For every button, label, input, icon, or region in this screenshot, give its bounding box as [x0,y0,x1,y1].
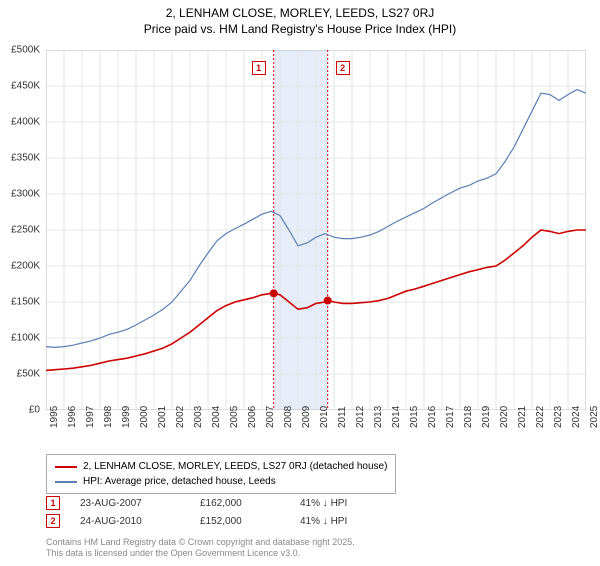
x-tick-label: 2001 [157,406,168,428]
x-tick-label: 2010 [319,406,330,428]
x-tick-label: 2002 [175,406,186,428]
chart-svg [46,50,586,410]
legend-swatch [55,481,77,483]
y-tick-label: £250K [11,225,40,236]
x-tick-label: 2009 [301,406,312,428]
y-tick-label: £200K [11,261,40,272]
x-tick-label: 2023 [553,406,564,428]
attribution-line-1: Contains HM Land Registry data © Crown c… [46,537,355,549]
x-tick-label: 2020 [499,406,510,428]
x-tick-label: 1998 [103,406,114,428]
sale-row: 2 24-AUG-2010 £152,000 41% ↓ HPI [46,512,380,530]
y-tick-label: £300K [11,189,40,200]
x-tick-label: 2012 [355,406,366,428]
chart-title: 2, LENHAM CLOSE, MORLEY, LEEDS, LS27 0RJ [0,6,600,20]
x-tick-label: 2019 [481,406,492,428]
y-tick-label: £100K [11,333,40,344]
x-tick-label: 2005 [229,406,240,428]
sales-table: 1 23-AUG-2007 £162,000 41% ↓ HPI 2 24-AUG-201… [46,494,380,530]
legend-label: HPI: Average price, detached house, Leed… [83,474,276,489]
x-tick-label: 2000 [139,406,150,428]
chart-subtitle: Price paid vs. HM Land Registry's House … [0,22,600,36]
sale-pct: 41% ↓ HPI [300,516,380,527]
sale-date: 24-AUG-2010 [80,516,180,527]
y-axis-labels: £0£50K£100K£150K£200K£250K£300K£350K£400… [0,50,44,410]
chart-marker-label-2: 2 [336,61,350,75]
sale-pct: 41% ↓ HPI [300,498,380,509]
sale-row: 1 23-AUG-2007 £162,000 41% ↓ HPI [46,494,380,512]
x-tick-label: 2014 [391,406,402,428]
y-tick-label: £0 [29,405,40,416]
chart-legend: 2, LENHAM CLOSE, MORLEY, LEEDS, LS27 0RJ… [46,454,396,494]
sale-price: £152,000 [200,516,280,527]
x-tick-label: 2006 [247,406,258,428]
x-tick-label: 1995 [49,406,60,428]
y-tick-label: £400K [11,117,40,128]
sale-marker-icon: 1 [46,496,60,510]
chart-plot-area: 12 [46,50,586,410]
legend-item: HPI: Average price, detached house, Leed… [55,474,387,489]
chart-container: 2, LENHAM CLOSE, MORLEY, LEEDS, LS27 0RJ… [0,6,600,566]
x-tick-label: 2015 [409,406,420,428]
x-tick-label: 1996 [67,406,78,428]
y-tick-label: £350K [11,153,40,164]
x-tick-label: 1999 [121,406,132,428]
y-tick-label: £50K [17,369,40,380]
x-tick-label: 2021 [517,406,528,428]
sale-price: £162,000 [200,498,280,509]
x-tick-label: 2016 [427,406,438,428]
x-tick-label: 2022 [535,406,546,428]
attribution-line-2: This data is licensed under the Open Gov… [46,548,355,560]
x-tick-label: 2018 [463,406,474,428]
x-tick-label: 2013 [373,406,384,428]
sale-date: 23-AUG-2007 [80,498,180,509]
x-tick-label: 2025 [589,406,600,428]
x-tick-label: 2017 [445,406,456,428]
y-tick-label: £150K [11,297,40,308]
legend-swatch [55,466,77,468]
chart-marker-label-1: 1 [252,61,266,75]
y-tick-label: £500K [11,45,40,56]
legend-item: 2, LENHAM CLOSE, MORLEY, LEEDS, LS27 0RJ… [55,459,387,474]
y-tick-label: £450K [11,81,40,92]
attribution-text: Contains HM Land Registry data © Crown c… [46,537,355,560]
x-tick-label: 2003 [193,406,204,428]
x-tick-label: 1997 [85,406,96,428]
x-tick-label: 2004 [211,406,222,428]
x-axis-labels: 1995199619971998199920002001200220032004… [46,412,586,452]
x-tick-label: 2011 [337,406,348,428]
x-tick-label: 2024 [571,406,582,428]
sale-marker-icon: 2 [46,514,60,528]
x-tick-label: 2007 [265,406,276,428]
x-tick-label: 2008 [283,406,294,428]
legend-label: 2, LENHAM CLOSE, MORLEY, LEEDS, LS27 0RJ… [83,459,387,474]
